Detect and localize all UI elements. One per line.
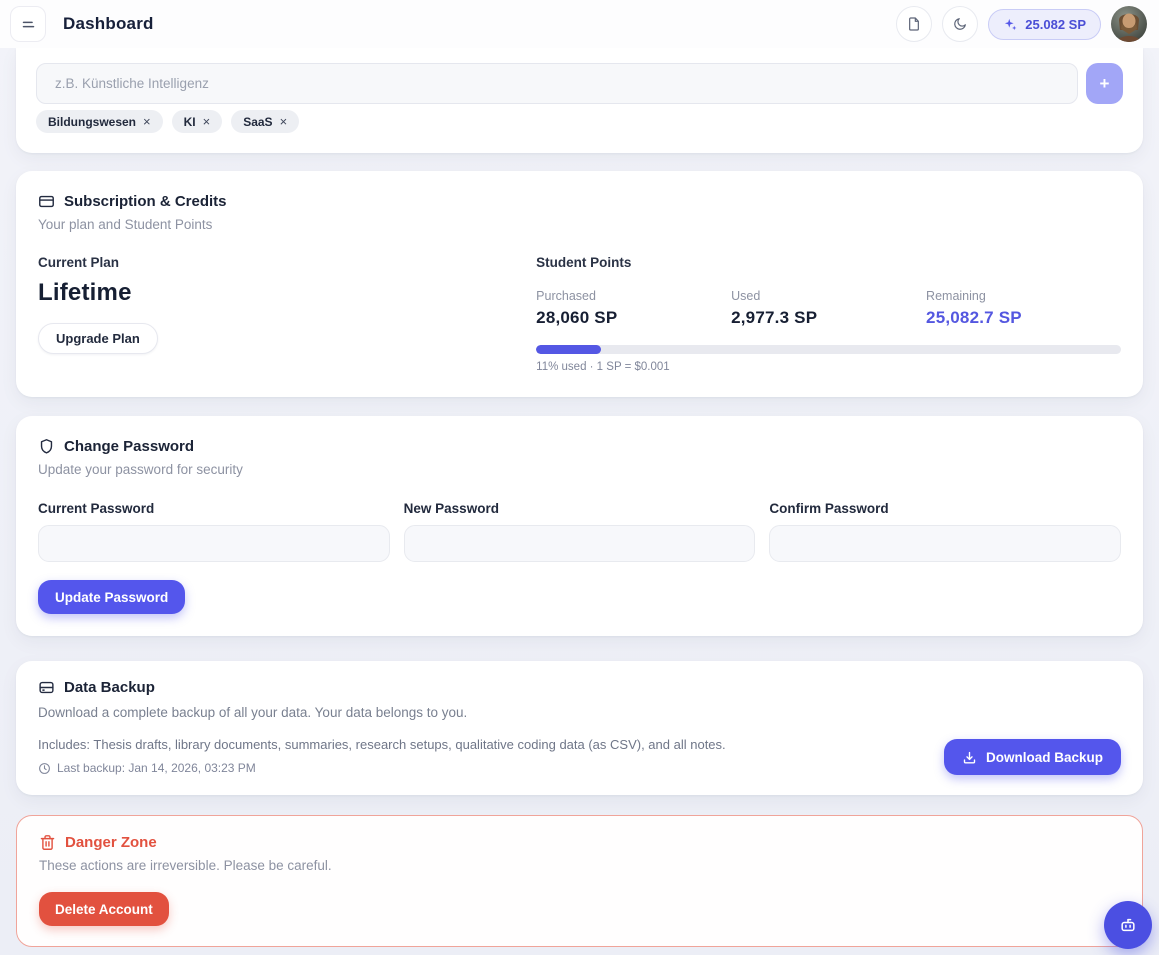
interest-tag[interactable]: Bildungswesen × xyxy=(36,110,163,133)
trash-icon xyxy=(39,834,56,851)
sp-progress-caption: 11% used · 1 SP = $0.001 xyxy=(536,361,670,373)
danger-zone-title: Danger Zone xyxy=(65,834,157,851)
interest-input[interactable] xyxy=(36,63,1078,104)
last-backup-text: Last backup: Jan 14, 2026, 03:23 PM xyxy=(57,761,256,775)
stat-label: Remaining xyxy=(926,289,986,303)
subscription-subtitle: Your plan and Student Points xyxy=(38,217,213,232)
assistant-fab[interactable] xyxy=(1104,901,1152,949)
tag-remove-icon[interactable]: × xyxy=(279,114,288,129)
change-password-card: Change Password Update your password for… xyxy=(16,416,1143,636)
password-fields: Current Password New Password Confirm Pa… xyxy=(38,501,1121,562)
student-points-badge[interactable]: 25.082 SP xyxy=(988,8,1101,40)
data-backup-title: Data Backup xyxy=(64,679,155,696)
clock-icon xyxy=(38,762,51,775)
student-points-value: 25.082 SP xyxy=(1025,16,1086,32)
confirm-password-group: Confirm Password xyxy=(769,501,1121,562)
download-backup-label: Download Backup xyxy=(985,749,1103,765)
tag-remove-icon[interactable]: × xyxy=(202,114,211,129)
current-password-group: Current Password xyxy=(38,501,390,562)
new-password-label: New Password xyxy=(403,501,499,516)
current-password-label: Current Password xyxy=(38,501,155,516)
tag-label: KI xyxy=(183,114,196,129)
interest-tags: Bildungswesen × KI × SaaS × xyxy=(36,110,1123,133)
stat-label: Used xyxy=(731,289,761,303)
data-backup-card: Data Backup Download a complete backup o… xyxy=(16,661,1143,795)
user-avatar[interactable] xyxy=(1111,6,1147,42)
file-icon xyxy=(906,16,922,32)
danger-zone-subtitle: These actions are irreversible. Please b… xyxy=(39,858,332,873)
confirm-password-label: Confirm Password xyxy=(769,501,889,516)
header-actions: 25.082 SP xyxy=(896,6,1147,42)
interest-tag[interactable]: SaaS × xyxy=(231,110,300,133)
points-stats: Purchased 28,060 SP Used 2,977.3 SP Rema… xyxy=(536,289,1121,328)
upgrade-plan-button[interactable]: Upgrade Plan xyxy=(38,323,158,354)
sidebar-toggle-button[interactable] xyxy=(10,6,46,42)
interests-card: + Bildungswesen × KI × SaaS × xyxy=(16,48,1143,153)
sparkles-icon xyxy=(1003,17,1018,32)
current-plan-label: Current Plan xyxy=(38,255,120,270)
new-password-field[interactable] xyxy=(403,525,756,562)
tag-label: SaaS xyxy=(243,114,273,129)
stat-remaining: Remaining 25,082.7 SP xyxy=(926,289,1121,328)
student-points-title: Student Points xyxy=(536,255,632,270)
subscription-card: Subscription & Credits Your plan and Stu… xyxy=(16,171,1143,397)
stat-value: 25,082.7 SP xyxy=(926,308,1022,327)
credit-card-icon xyxy=(38,193,55,210)
interest-tag[interactable]: KI × xyxy=(171,110,223,133)
stat-label: Purchased xyxy=(536,289,596,303)
stat-value: 28,060 SP xyxy=(536,308,618,327)
current-plan-section: Current Plan Lifetime Upgrade Plan xyxy=(38,255,536,373)
tag-label: Bildungswesen xyxy=(48,114,137,129)
download-icon xyxy=(962,750,977,765)
tag-remove-icon[interactable]: × xyxy=(143,114,151,129)
moon-icon xyxy=(952,16,968,32)
new-password-group: New Password xyxy=(403,501,756,562)
change-password-title: Change Password xyxy=(64,438,195,455)
settings-content: + Bildungswesen × KI × SaaS × S xyxy=(0,48,1159,947)
top-header: Dashboard 25.0 xyxy=(0,0,1159,48)
backup-description: Download a complete backup of all your d… xyxy=(38,705,468,720)
stat-used: Used 2,977.3 SP xyxy=(731,289,926,328)
backup-last-row: Last backup: Jan 14, 2026, 03:23 PM xyxy=(38,761,1121,775)
page-title: Dashboard xyxy=(63,14,154,33)
confirm-password-field[interactable] xyxy=(769,525,1121,562)
download-backup-button[interactable]: Download Backup xyxy=(943,739,1121,775)
delete-account-button[interactable]: Delete Account xyxy=(39,892,169,926)
hard-drive-icon xyxy=(38,679,55,696)
change-password-subtitle: Update your password for security xyxy=(38,462,243,477)
sp-progress-fill xyxy=(536,345,601,354)
sp-progress-bar xyxy=(536,345,1121,354)
stat-purchased: Purchased 28,060 SP xyxy=(536,289,731,328)
add-interest-button[interactable]: + xyxy=(1086,63,1123,104)
student-points-section: Student Points Purchased 28,060 SP Used … xyxy=(536,255,1121,373)
update-password-button[interactable]: Update Password xyxy=(38,580,186,614)
stat-value: 2,977.3 SP xyxy=(731,308,818,327)
menu-icon xyxy=(20,16,37,33)
backup-includes: Includes: Thesis drafts, library documen… xyxy=(38,737,726,752)
shield-icon xyxy=(38,438,55,455)
robot-icon xyxy=(1118,915,1138,935)
current-password-field[interactable] xyxy=(38,525,390,562)
plan-name: Lifetime xyxy=(38,279,132,306)
documents-button[interactable] xyxy=(896,6,933,42)
dark-mode-toggle[interactable] xyxy=(942,6,979,42)
subscription-title: Subscription & Credits xyxy=(64,193,227,210)
danger-zone-card: Danger Zone These actions are irreversib… xyxy=(16,815,1143,947)
